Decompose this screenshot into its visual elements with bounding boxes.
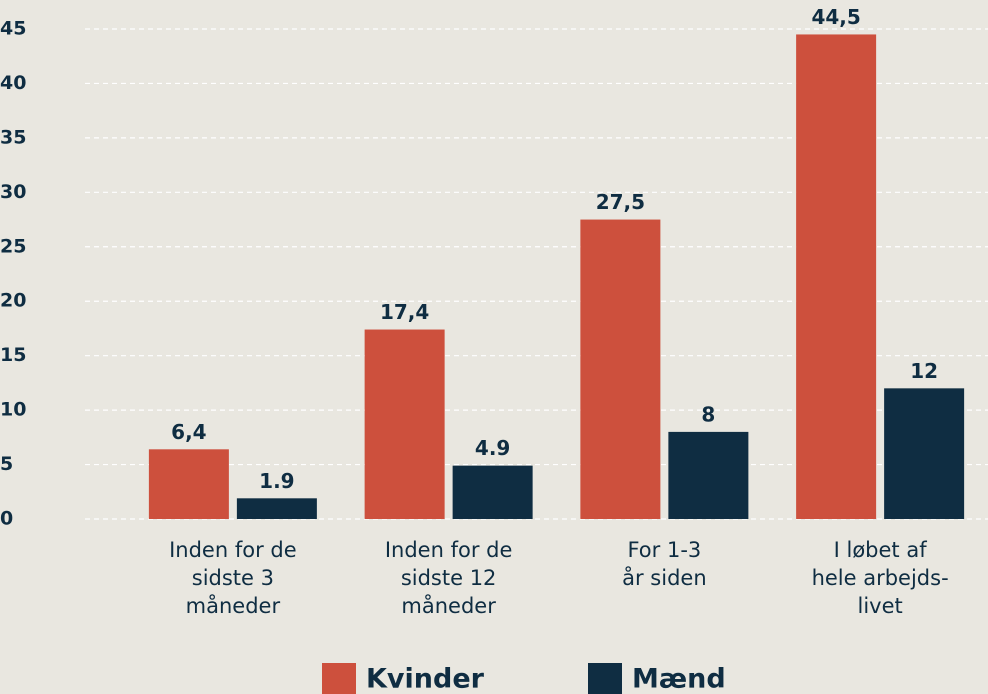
y-tick-label: 20 — [0, 290, 26, 312]
value-label: 6,4 — [171, 420, 206, 444]
x-tick-label: måneder — [401, 593, 496, 618]
y-tick-label: 25 — [0, 235, 26, 257]
x-tick-label: Inden for de — [169, 538, 297, 562]
bar — [796, 34, 877, 519]
value-label: 8 — [701, 402, 715, 426]
x-tick-label: sidste 3 — [192, 566, 274, 590]
bar — [668, 431, 749, 519]
value-label: 44,5 — [811, 5, 860, 29]
x-tick-label: år siden — [622, 565, 707, 590]
y-tick-label: 0 — [0, 508, 13, 530]
legend-swatch — [588, 663, 622, 694]
value-label: 1.9 — [259, 469, 294, 493]
y-tick-label: 35 — [0, 126, 26, 148]
y-tick-label: 5 — [0, 453, 13, 475]
bar — [580, 219, 661, 520]
legend-swatch — [322, 663, 356, 694]
x-tick-label: hele arbejds- — [812, 566, 949, 590]
value-label: 4.9 — [475, 436, 510, 460]
value-label: 12 — [910, 359, 938, 383]
bar — [364, 329, 445, 519]
value-label: 17,4 — [380, 300, 429, 324]
bar — [236, 498, 317, 519]
x-tick-label: måneder — [186, 593, 281, 618]
x-tick-label: For 1-3 — [627, 538, 701, 562]
y-tick-label: 45 — [0, 18, 26, 40]
x-tick-label: Inden for de — [385, 538, 513, 562]
bar — [884, 388, 965, 519]
bar — [148, 449, 229, 519]
x-tick-label: livet — [857, 594, 902, 618]
x-tick-label: I løbet af — [834, 538, 928, 562]
legend-label: Kvinder — [366, 664, 485, 694]
y-tick-label: 10 — [0, 399, 26, 421]
y-tick-label: 30 — [0, 181, 26, 203]
x-tick-label: sidste 12 — [401, 566, 497, 590]
legend-label: Mænd — [632, 664, 726, 694]
y-tick-label: 40 — [0, 72, 26, 94]
bar — [452, 465, 533, 519]
y-tick-label: 15 — [0, 344, 26, 366]
value-label: 27,5 — [596, 190, 645, 214]
